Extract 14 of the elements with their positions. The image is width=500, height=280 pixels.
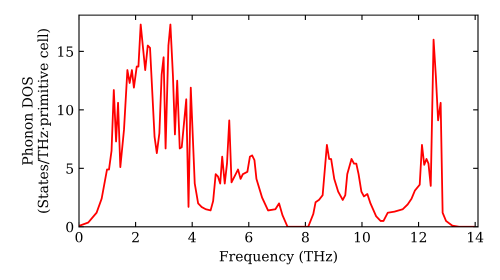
x-tick-label: 8: [302, 232, 309, 242]
x-axis-title: Frequency (THz): [220, 250, 337, 264]
y-tick-label: 0: [66, 222, 74, 232]
y-tick-label: 15: [58, 46, 74, 57]
y-tick-label: 5: [66, 163, 74, 174]
x-tick-label: 6: [245, 232, 252, 242]
y-axis-title: Phonon DOS (States/THz·primitive cell): [22, 29, 51, 213]
x-tick-label: 10: [354, 232, 370, 242]
x-tick-label: 4: [188, 232, 196, 242]
x-tick-label: 2: [132, 232, 139, 242]
x-tick-label: 0: [75, 232, 82, 242]
x-tick-label: 12: [411, 232, 426, 242]
y-tick-label: 10: [58, 104, 74, 116]
x-tick-label: 14: [468, 232, 484, 242]
